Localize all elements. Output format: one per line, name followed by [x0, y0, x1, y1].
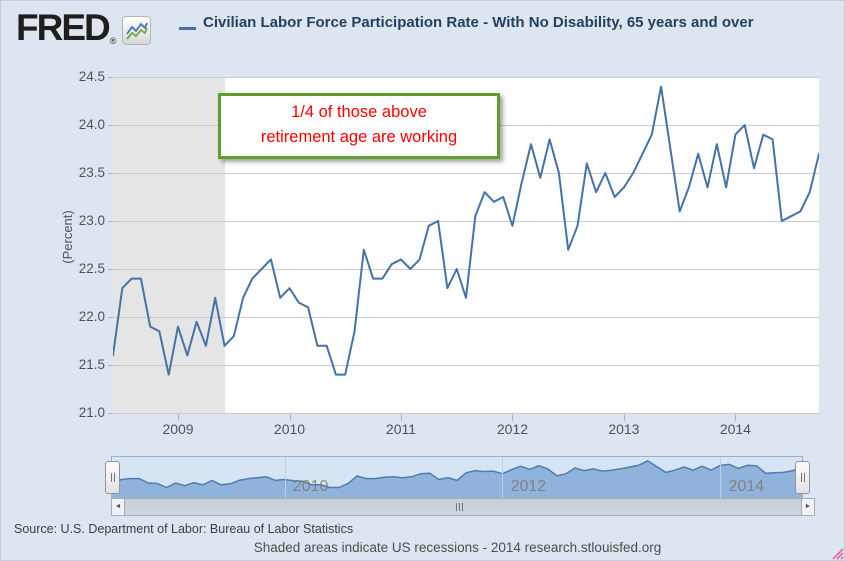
- scrollbar-right-arrow-button[interactable]: ►: [801, 498, 815, 516]
- x-tick-mark: [735, 414, 737, 421]
- y-tick-label: 22.5: [78, 261, 105, 276]
- legend-line-swatch: [179, 27, 196, 30]
- annotation-box: 1/4 of those above retirement age are wo…: [218, 93, 500, 159]
- gridline: [113, 173, 819, 174]
- y-tick-label: 21.5: [78, 357, 105, 372]
- resize-grip-icon[interactable]: [830, 546, 844, 560]
- y-tick-mark: [108, 173, 113, 174]
- scrollbar-grip[interactable]: [456, 503, 463, 511]
- y-tick-label: 21.0: [78, 405, 105, 420]
- y-tick-mark: [108, 317, 113, 318]
- y-tick-label: 24.5: [78, 69, 105, 84]
- y-tick-label: 23.0: [78, 213, 105, 228]
- y-tick-mark: [108, 125, 113, 126]
- range-selector-year-label: 2014: [728, 478, 765, 495]
- range-selector-year-label: 2012: [510, 478, 547, 495]
- y-tick-label: 24.0: [78, 117, 105, 132]
- fred-logo-chart-icon: [122, 16, 152, 45]
- x-tick-mark: [400, 414, 402, 421]
- range-selector-gridline: [502, 457, 504, 498]
- scrollbar-left-arrow-button[interactable]: ◄: [111, 498, 125, 516]
- range-selector-year-label: 2010: [292, 478, 329, 495]
- fred-logo-text: FRED: [16, 7, 111, 48]
- gridline: [113, 365, 819, 366]
- y-tick-mark: [108, 269, 113, 270]
- annotation-text-line2: retirement age are working: [260, 128, 458, 146]
- annotation-text-line1: 1/4 of those above: [291, 103, 427, 121]
- gridline: [113, 77, 819, 78]
- range-selector-strip[interactable]: 2010 2012 2014: [111, 456, 803, 499]
- gridline: [113, 317, 819, 318]
- recession-shading: [113, 77, 225, 414]
- x-tick-mark: [512, 414, 514, 421]
- mini-area-chart: [111, 460, 803, 498]
- chart-title: Civilian Labor Force Participation Rate …: [203, 14, 754, 31]
- y-tick-label: 23.5: [78, 165, 105, 180]
- x-tick-label: 2009: [162, 421, 194, 437]
- x-tick-label: 2010: [273, 421, 306, 437]
- gridline: [113, 413, 819, 414]
- gridline: [113, 269, 819, 270]
- x-tick-label: 2012: [496, 421, 529, 437]
- range-handle-left[interactable]: [105, 461, 120, 494]
- plot-area[interactable]: 1/4 of those above retirement age are wo…: [113, 77, 819, 414]
- y-tick-mark: [108, 77, 113, 78]
- recession-note: Shaded areas indicate US recessions - 20…: [253, 540, 662, 555]
- x-tick-label: 2014: [719, 421, 751, 437]
- source-text: Source: U.S. Department of Labor: Bureau…: [14, 522, 354, 536]
- y-tick-mark: [108, 413, 113, 414]
- x-tick-mark: [289, 414, 291, 421]
- scrollbar-track[interactable]: [111, 498, 815, 516]
- x-tick-label: 2013: [608, 421, 640, 437]
- range-handle-right[interactable]: [795, 461, 810, 494]
- x-tick-mark: [178, 414, 180, 421]
- series-line: [113, 85, 819, 376]
- registered-trademark: ®: [109, 36, 117, 46]
- x-tick-label: 2011: [385, 421, 417, 437]
- y-tick-mark: [108, 221, 113, 222]
- gridline: [113, 221, 819, 222]
- y-tick-mark: [108, 365, 113, 366]
- x-tick-mark: [623, 414, 625, 421]
- range-selector-gridline: [720, 457, 722, 498]
- y-tick-label: 22.0: [78, 309, 105, 324]
- range-selector-gridline: [284, 457, 286, 498]
- fred-logo: FRED ®: [16, 7, 152, 48]
- y-axis-title: (Percent): [60, 210, 75, 264]
